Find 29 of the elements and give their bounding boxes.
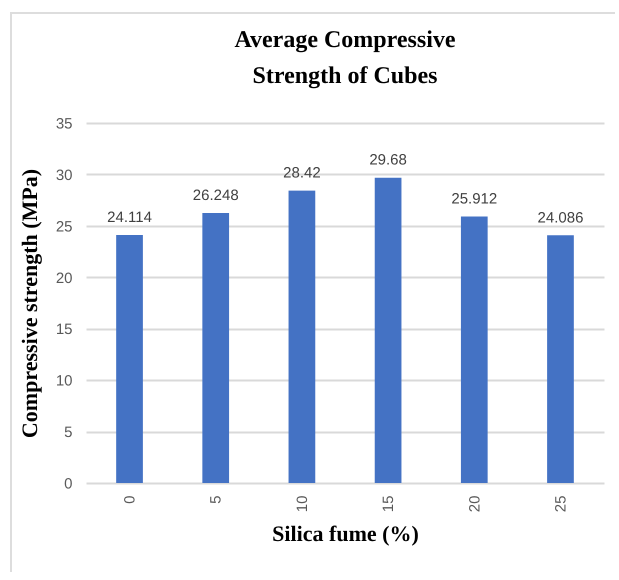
x-tick-label: 25 <box>552 496 570 512</box>
bar <box>374 178 402 483</box>
y-tick-label: 0 <box>64 476 72 492</box>
y-tick-label: 20 <box>56 270 72 287</box>
y-tick-label: 5 <box>64 424 72 442</box>
data-label: 24.114 <box>107 208 152 226</box>
bar <box>116 234 143 483</box>
bar <box>202 213 230 483</box>
x-tick-label: 10 <box>294 496 311 512</box>
data-label: 24.086 <box>538 209 584 226</box>
y-tick-label: 30 <box>56 166 72 184</box>
y-axis-title: Compressive strength (MPa) <box>16 168 42 438</box>
y-tick-label: 35 <box>56 116 72 132</box>
y-tick-label: 25 <box>56 218 72 236</box>
x-tick-label: 20 <box>466 496 484 512</box>
y-tick-label: 15 <box>56 321 72 338</box>
x-tick-label: 0 <box>122 496 139 504</box>
bar <box>547 235 574 483</box>
data-label: 25.912 <box>451 190 498 208</box>
data-label: 28.42 <box>283 164 321 182</box>
x-axis-title: Silica fume (%) <box>272 521 419 546</box>
x-tick-label: 5 <box>208 496 225 504</box>
bar <box>460 216 488 483</box>
chart-title: Average Compressive Strength of Cubes <box>234 27 456 89</box>
data-label: 26.248 <box>192 187 239 204</box>
data-label: 29.68 <box>369 152 407 169</box>
y-tick-label: 10 <box>56 372 72 390</box>
x-tick-label: 15 <box>380 496 398 512</box>
bar <box>288 190 316 483</box>
